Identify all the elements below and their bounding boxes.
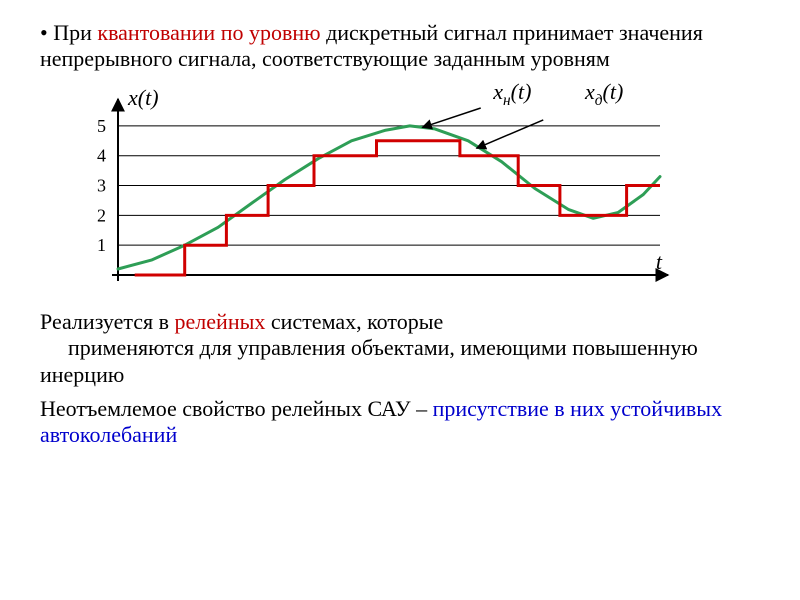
- para2-red: релейных: [175, 309, 266, 334]
- svg-text:x(t): x(t): [127, 85, 159, 110]
- paragraph-3: Неотъемлемое свойство релейных САУ – при…: [40, 396, 760, 449]
- bullet-red: квантовании по уровню: [97, 20, 320, 45]
- para2-post: системах, которые: [265, 309, 443, 334]
- svg-text:t: t: [656, 249, 663, 274]
- quantization-chart: 1 2 3 4 5 x(t) t xн(t) xд(t): [60, 83, 760, 299]
- svg-text:1: 1: [97, 235, 106, 255]
- para2-pre: Реализуется в: [40, 309, 175, 334]
- svg-text:4: 4: [97, 146, 106, 166]
- para2-line2: применяются для управления объектами, им…: [40, 335, 760, 388]
- paragraph-2: Реализуется в релейных системах, которые…: [40, 309, 760, 388]
- bullet-pre: При: [53, 20, 97, 45]
- svg-text:2: 2: [97, 205, 106, 225]
- bullet-paragraph: При квантовании по уровню дискретный сиг…: [40, 20, 760, 73]
- chart-svg: 1 2 3 4 5 x(t) t xн(t) xд(t): [60, 83, 680, 293]
- svg-text:xд(t): xд(t): [584, 83, 623, 109]
- svg-text:3: 3: [97, 175, 106, 195]
- para3-pre: Неотъемлемое свойство релейных САУ –: [40, 396, 433, 421]
- svg-text:5: 5: [97, 116, 106, 136]
- svg-text:xн(t): xн(t): [492, 83, 531, 109]
